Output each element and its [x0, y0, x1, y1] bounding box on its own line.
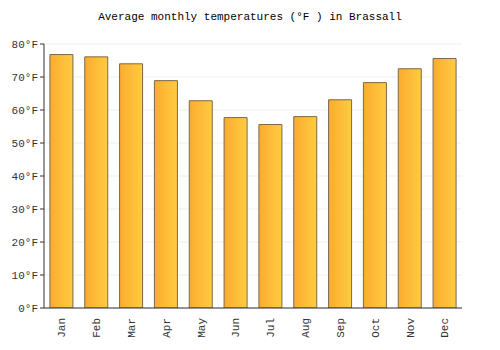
svg-text:Mar: Mar — [126, 318, 138, 338]
svg-text:Dec: Dec — [439, 318, 451, 338]
svg-text:Apr: Apr — [161, 318, 173, 338]
svg-text:30°F: 30°F — [12, 204, 38, 216]
svg-text:Feb: Feb — [91, 318, 103, 338]
svg-text:80°F: 80°F — [12, 39, 38, 51]
svg-text:50°F: 50°F — [12, 138, 38, 150]
svg-text:0°F: 0°F — [18, 303, 38, 315]
svg-text:Jun: Jun — [230, 318, 242, 338]
svg-text:Oct: Oct — [370, 318, 382, 338]
svg-text:May: May — [196, 318, 208, 338]
svg-text:60°F: 60°F — [12, 105, 38, 117]
svg-text:70°F: 70°F — [12, 72, 38, 84]
html-text:Average monthly temperatures (: Average monthly temperatures (°F ) in Br… — [98, 11, 402, 23]
svg-text:20°F: 20°F — [12, 237, 38, 249]
svg-text:40°F: 40°F — [12, 171, 38, 183]
svg-text:Aug: Aug — [300, 318, 312, 338]
svg-text:Jan: Jan — [56, 318, 68, 338]
svg-text:10°F: 10°F — [12, 270, 38, 282]
svg-text:Sep: Sep — [335, 318, 347, 338]
svg-text:Nov: Nov — [405, 318, 417, 338]
svg-text:Jul: Jul — [265, 318, 277, 338]
